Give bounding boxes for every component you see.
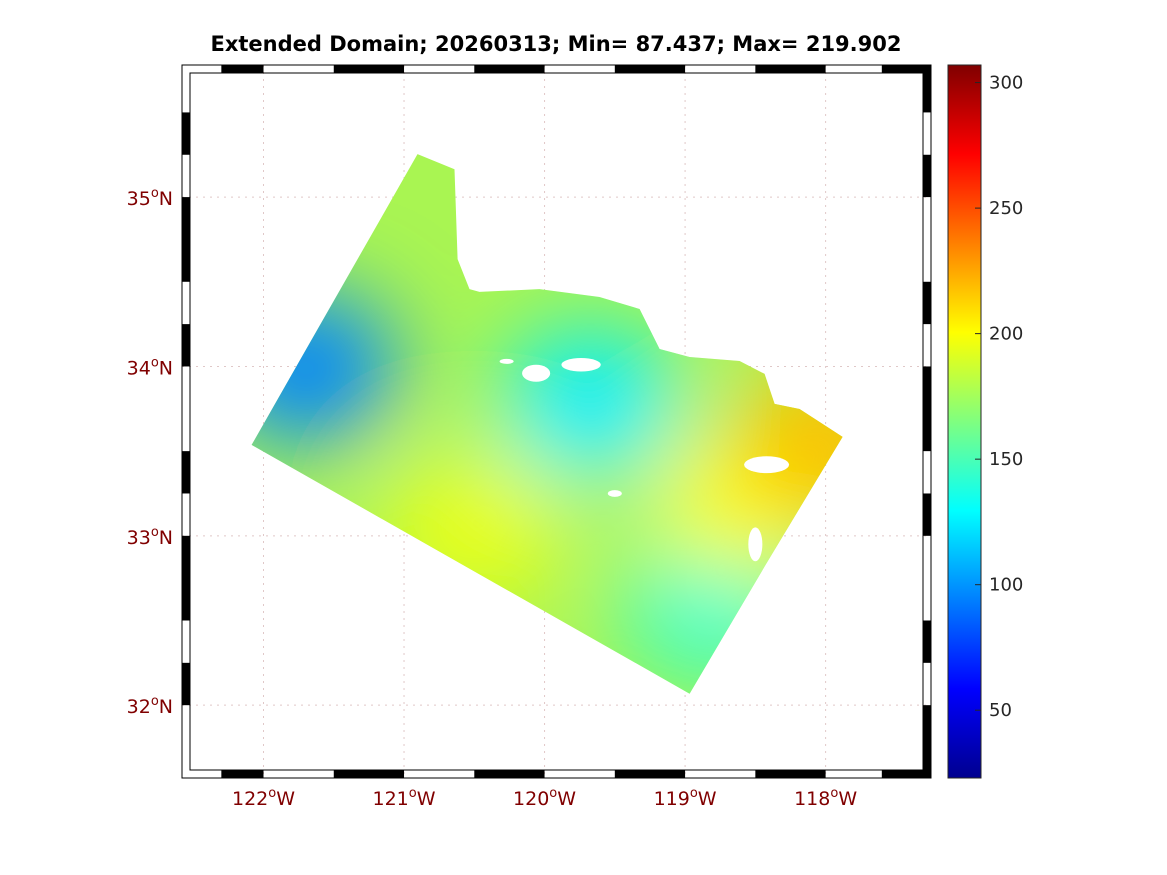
frame-bar (923, 65, 931, 113)
frame-bar (614, 65, 686, 73)
frame-bar (923, 493, 931, 536)
field-feature (251, 293, 396, 444)
frame-bar (755, 65, 826, 73)
x-tick-label: 121oW (373, 786, 436, 810)
chart-title: Extended Domain; 20260313; Min= 87.437; … (210, 32, 902, 56)
field-feature (735, 367, 843, 518)
colorbar-tick-label: 300 (989, 73, 1023, 94)
frame-bar (182, 662, 190, 706)
frame-bar (923, 281, 931, 325)
frame-bar (221, 65, 264, 73)
y-tick-label: 35oN (127, 186, 173, 210)
colorbar: 50 100 150 200 250 300 (947, 64, 1023, 779)
frame-bar (221, 770, 264, 778)
y-tick-label: 33oN (127, 525, 173, 549)
frame-bar (474, 770, 545, 778)
frame-bar (333, 65, 405, 73)
island (499, 358, 514, 364)
frame-bar (614, 770, 686, 778)
frame-bar (333, 770, 405, 778)
field-feature (384, 452, 565, 603)
frame-bar (923, 366, 931, 452)
colorbar-tick-label: 200 (989, 324, 1023, 345)
x-tick-label: 120oW (513, 786, 576, 810)
colorbar-tick-label: 150 (989, 449, 1023, 470)
colorbar-tick-label: 100 (989, 575, 1023, 596)
field-feature (500, 328, 681, 479)
frame-bar (923, 154, 931, 198)
x-tick-label: 122oW (232, 786, 295, 810)
island (522, 364, 551, 382)
island (748, 527, 763, 562)
island (744, 456, 790, 474)
frame-bar (474, 65, 545, 73)
y-tick-label: 34oN (127, 355, 173, 379)
colorbar-tick-label: 50 (989, 700, 1012, 721)
colorbar-gradient (947, 64, 982, 779)
islands (499, 357, 790, 562)
x-tick-label: 118oW (794, 786, 857, 810)
frame-bar (881, 770, 931, 778)
island (607, 490, 622, 497)
frame-bar (182, 197, 190, 282)
data-field (251, 154, 843, 694)
frame-bar (182, 112, 190, 155)
frame-bar (182, 535, 190, 621)
frame-bar (755, 770, 826, 778)
grid-lines (182, 65, 931, 778)
y-tick-label: 32oN (127, 694, 173, 718)
frame-bar (182, 451, 190, 494)
map-frame (181, 64, 932, 779)
frame-bar (923, 620, 931, 663)
frame-bar (881, 65, 931, 73)
colorbar-tick-label: 250 (989, 198, 1023, 219)
island (561, 357, 601, 372)
frame-bar (923, 705, 931, 778)
x-tick-label: 119oW (654, 786, 717, 810)
frame-bar (182, 324, 190, 367)
